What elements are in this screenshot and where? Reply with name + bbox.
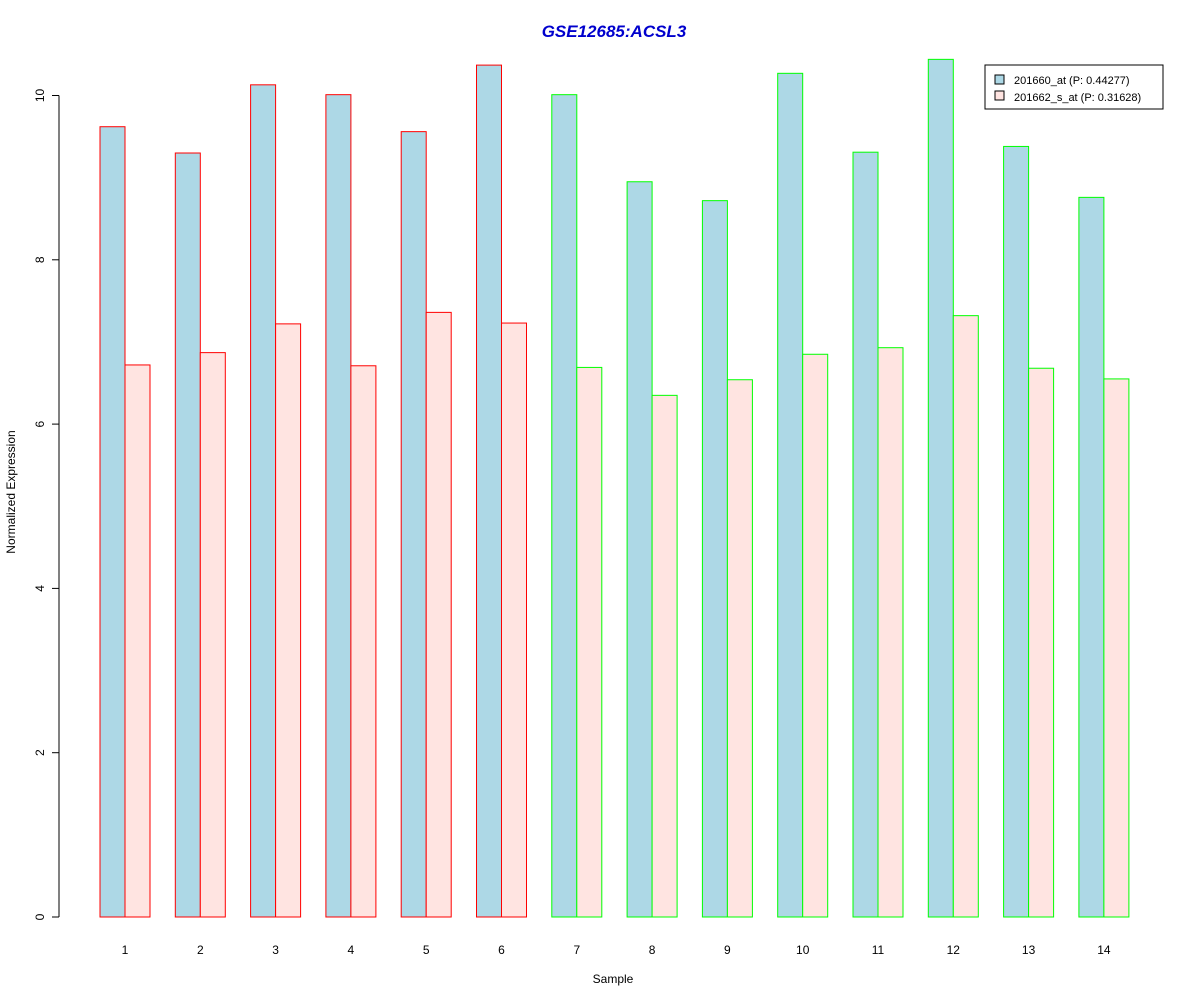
bar-201662-s-at-sample-7 <box>576 366 603 918</box>
x-tick-label-6: 6 <box>498 943 505 957</box>
x-tick-label-5: 5 <box>423 943 430 957</box>
x-tick-label-10: 10 <box>796 943 810 957</box>
bar-201660-at-sample-1 <box>99 126 126 918</box>
legend-swatch-201660-at <box>994 74 1005 85</box>
legend-label-201660-at: 201660_at (P: 0.44277) <box>1014 75 1130 87</box>
x-tick-label-2: 2 <box>197 943 204 957</box>
y-axis: 0 2 4 6 8 10 <box>33 89 60 920</box>
bar-201662-s-at-sample-5 <box>425 311 452 918</box>
bar-201662-s-at-sample-6 <box>501 322 527 918</box>
y-tick-label: 2 <box>33 749 47 756</box>
bars-layer <box>99 58 1130 918</box>
x-tick-label-7: 7 <box>573 943 580 957</box>
bar-201660-at-sample-13 <box>1003 145 1030 918</box>
bar-201662-s-at-sample-3 <box>275 323 302 918</box>
x-tick-label-1: 1 <box>122 943 129 957</box>
bar-201662-s-at-sample-10 <box>802 353 829 918</box>
bar-201660-at-sample-10 <box>777 72 804 918</box>
y-tick-label: 8 <box>33 256 47 263</box>
x-tick-label-11: 11 <box>872 943 885 957</box>
bar-201660-at-sample-14 <box>1078 196 1105 918</box>
bar-201662-s-at-sample-11 <box>877 347 904 918</box>
bar-201662-s-at-sample-1 <box>124 364 151 918</box>
bar-201660-at-sample-4 <box>325 94 352 918</box>
bar-201660-at-sample-6 <box>476 64 502 918</box>
bar-201662-s-at-sample-13 <box>1028 367 1055 918</box>
y-tick-label: 0 <box>33 913 47 920</box>
bar-201660-at-sample-11 <box>852 151 879 918</box>
bar-201660-at-sample-7 <box>551 94 578 918</box>
x-axis: 1 2 3 4 5 6 7 8 9 10 11 12 13 14 <box>122 943 1111 957</box>
bar-201660-at-sample-5 <box>400 131 427 918</box>
bar-201660-at-sample-12 <box>927 58 954 918</box>
legend-swatch-201662-s-at <box>994 90 1005 101</box>
bar-201662-s-at-sample-14 <box>1103 378 1130 918</box>
y-axis-label: Normalized Expression <box>4 430 18 553</box>
x-tick-label-9: 9 <box>724 943 731 957</box>
bar-201660-at-sample-8 <box>626 181 653 918</box>
bar-201662-s-at-sample-2 <box>199 352 226 918</box>
bar-201662-s-at-sample-4 <box>350 365 377 918</box>
y-tick-label: 10 <box>33 89 47 103</box>
bar-201662-s-at-sample-12 <box>952 315 979 918</box>
bar-201662-s-at-sample-8 <box>651 394 678 918</box>
legend-label-201662-s-at: 201662_s_at (P: 0.31628) <box>1014 92 1141 104</box>
x-tick-label-8: 8 <box>649 943 656 957</box>
bar-201662-s-at-sample-9 <box>726 379 753 918</box>
x-axis-label: Sample <box>593 972 634 986</box>
legend: 201660_at (P: 0.44277) 201662_s_at (P: 0… <box>984 64 1164 110</box>
x-tick-label-13: 13 <box>1022 943 1036 957</box>
y-tick-label: 4 <box>33 585 47 592</box>
bar-201660-at-sample-3 <box>250 84 277 918</box>
legend-box <box>984 64 1164 110</box>
chart-title: GSE12685:ACSL3 <box>542 22 687 41</box>
x-tick-label-3: 3 <box>272 943 279 957</box>
x-tick-label-14: 14 <box>1097 943 1111 957</box>
bar-201660-at-sample-9 <box>701 200 728 918</box>
bar-201660-at-sample-2 <box>174 152 201 918</box>
x-tick-label-12: 12 <box>947 943 961 957</box>
y-tick-label: 6 <box>33 420 47 427</box>
x-tick-label-4: 4 <box>348 943 355 957</box>
